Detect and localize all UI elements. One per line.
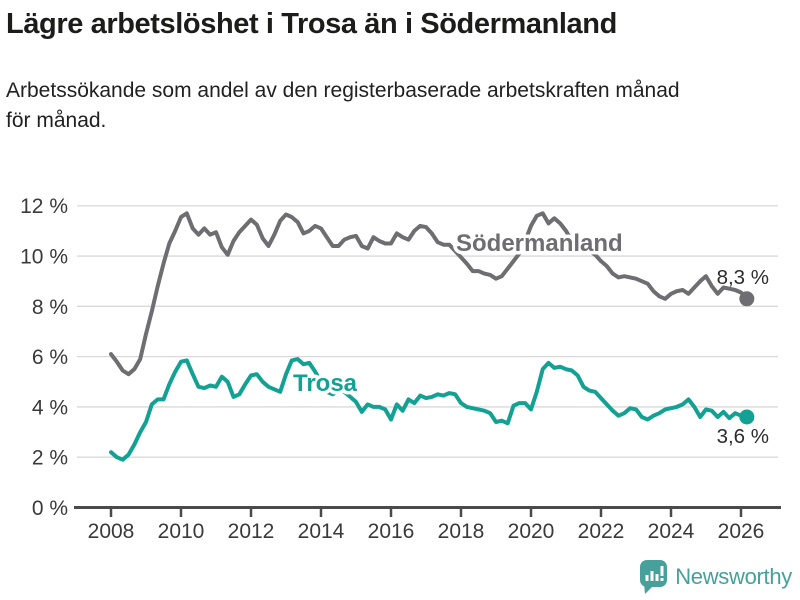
y-tick-label-4: 4 % [32,396,68,419]
x-tick-label-2024: 2024 [648,520,695,543]
x-tick-label-2014: 2014 [298,520,345,543]
logo-exclamation-stem [660,566,664,576]
brand-footer: Newsworthy [639,560,792,594]
series-line-trosa [109,357,749,462]
series-label-trosa: Trosa [293,370,358,397]
x-tick-label-2010: 2010 [158,520,205,543]
end-value-label-sodermanland: 8,3 % [717,266,769,289]
y-tick-label-8: 8 % [32,296,68,319]
x-tick-label-2012: 2012 [228,520,275,543]
logo-exclamation-dot [660,578,664,581]
y-tick-label-12: 12 % [20,195,68,218]
series-end-dot-trosa [739,409,755,425]
series-label-sodermanland: Södermanland [456,230,623,257]
logo-bar-2 [650,571,654,581]
logo-bar-1 [645,575,649,581]
series-end-dot-sodermanland [739,291,755,307]
x-tick-label-2008: 2008 [88,520,135,543]
series-line-sodermanland [109,211,749,377]
end-value-label-trosa: 3,6 % [717,425,769,448]
y-tick-label-10: 10 % [20,246,68,269]
x-tick-label-2022: 2022 [578,520,625,543]
y-tick-label-0: 0 % [32,497,68,520]
y-tick-label-2: 2 % [32,447,68,470]
logo-bar-3 [655,574,659,581]
x-tick-label-2016: 2016 [368,520,415,543]
brand-name: Newsworthy [675,564,792,589]
line-chart: 0 % 2 % 4 % 6 % 8 % 10 % 12 % 2008 2010 2012 2014 2… [20,195,781,543]
logo-bubble-tail [644,583,657,594]
x-tick-label-2020: 2020 [508,520,555,543]
x-tick-label-2026: 2026 [718,520,765,543]
bar-chart-speech-bubble-icon [640,560,668,594]
x-tick-label-2018: 2018 [438,520,485,543]
y-tick-label-6: 6 % [32,346,68,369]
chart-subtitle: Arbetssökande som andel av den registerb… [6,79,680,133]
page-title: Lägre arbetslöshet i Trosa än i Söderman… [6,8,617,40]
